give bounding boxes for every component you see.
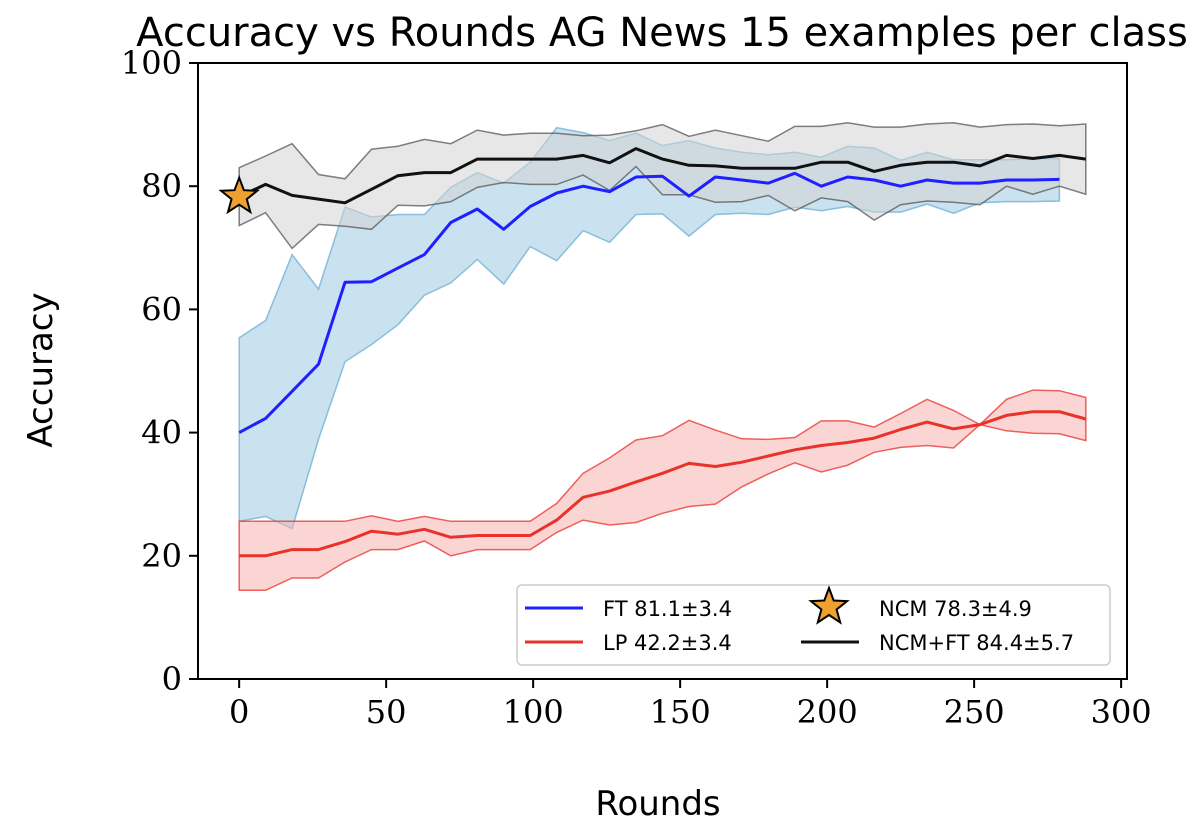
lp-line <box>239 410 1087 558</box>
plot-area: 0 50 100 150 200 250 300 0 20 40 60 80 100 <box>121 44 1152 731</box>
y-tick-label: 80 <box>141 167 182 205</box>
legend-label-lp: LP 42.2±3.4 <box>603 631 732 655</box>
legend-label-ncm: NCM 78.3±4.9 <box>879 597 1032 621</box>
lp-band <box>238 389 1087 592</box>
ft-line <box>238 171 1060 434</box>
ncm-ft-band <box>238 122 1087 250</box>
x-axis-label: Rounds <box>595 784 720 824</box>
legend-label-ft: FT 81.1±3.4 <box>603 597 732 621</box>
y-tick-label: 0 <box>162 660 182 698</box>
y-tick-label: 100 <box>121 44 182 82</box>
x-tick-label: 0 <box>229 693 249 731</box>
legend-box <box>516 584 1111 666</box>
legend-swatch-ncm <box>808 585 850 625</box>
plot-frame <box>197 62 1128 680</box>
legend-label-ncm-ft: NCM+FT 84.4±5.7 <box>879 631 1074 655</box>
chart-title: Accuracy vs Rounds AG News 15 examples p… <box>136 10 1186 56</box>
x-tick-label: 250 <box>944 693 1005 731</box>
y-axis-label: Accuracy <box>21 292 61 447</box>
ncm-star-marker <box>218 174 260 215</box>
y-tick-label: 20 <box>141 537 182 575</box>
legend: FT 81.1±3.4 LP 42.2±3.4 NCM 78.3±4.9 NCM+FT… <box>516 584 1111 666</box>
y-tick-label: 40 <box>141 414 182 452</box>
x-tick-label: 50 <box>366 693 407 731</box>
ncm-ft-line <box>238 147 1087 205</box>
x-tick-label: 100 <box>503 693 564 731</box>
x-tick-label: 150 <box>650 693 711 731</box>
x-tick-label: 200 <box>797 693 858 731</box>
y-tick-label: 60 <box>141 290 182 328</box>
x-tick-label: 300 <box>1091 693 1152 731</box>
